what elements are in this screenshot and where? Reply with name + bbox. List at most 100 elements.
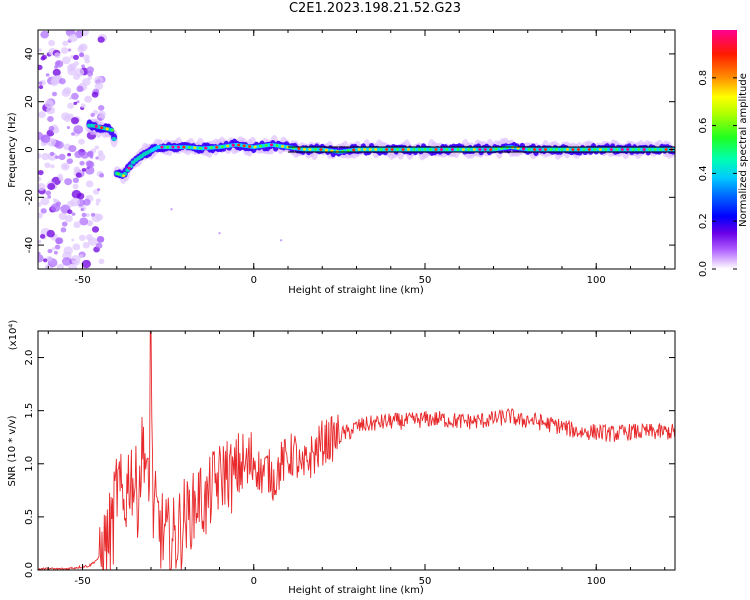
spectrogram-peak xyxy=(538,148,542,151)
spectrogram-peak xyxy=(237,143,241,147)
spectrogram-noise-blob xyxy=(95,202,100,206)
spectrogram-noise-blob xyxy=(38,239,42,244)
spectrogram-noise-blob xyxy=(70,117,79,125)
spectrogram-noise-blob xyxy=(51,247,56,251)
spectrogram-peak xyxy=(253,145,257,149)
spectrogram-peak xyxy=(390,148,394,151)
spectrogram-speckle xyxy=(218,231,221,235)
spectrogram-noise-blob xyxy=(96,236,105,243)
spectrogram-noise-blob xyxy=(47,248,53,254)
spectrogram-noise-blob xyxy=(45,190,52,196)
spectrogram-peak xyxy=(379,148,383,151)
spectrogram-noise-blob xyxy=(72,183,79,190)
spectrogram-noise-blob xyxy=(79,52,84,57)
spectrogram-noise-blob xyxy=(98,258,105,264)
spectrogram-noise-blob xyxy=(71,189,82,199)
spectrogram-peak xyxy=(456,148,460,151)
spectrogram-peak xyxy=(582,148,586,151)
spectrogram-noise-blob xyxy=(91,91,99,98)
colorbar-tick-label: 0.4 xyxy=(698,165,709,181)
spectrogram-peak xyxy=(560,148,564,151)
spectrogram-noise-blob xyxy=(38,48,42,52)
chart-title: C2E1.2023.198.21.52.G23 xyxy=(288,1,462,16)
spectrogram-noise-blob xyxy=(63,246,73,255)
spectrogram-noise-blob xyxy=(58,78,66,85)
spectrogram-noise-blob xyxy=(66,158,73,164)
spectrogram-noise-blob xyxy=(95,242,103,249)
spectrogram-peak xyxy=(395,148,400,151)
spectrogram-noise-blob xyxy=(38,111,46,119)
spectrogram-noise-blob xyxy=(79,217,89,226)
spectrogram-peak xyxy=(171,145,175,149)
spectrogram-noise-blob xyxy=(88,222,93,226)
spectrogram-noise-blob xyxy=(51,91,58,97)
spectrogram-peak xyxy=(604,148,608,151)
spectrogram-noise-blob xyxy=(50,78,59,87)
snr-y-tick-label: 0.5 xyxy=(24,509,35,525)
spectrogram-noise-blob xyxy=(38,212,43,219)
spectrogram-noise-blob xyxy=(45,73,50,77)
spectrogram-noise-blob xyxy=(50,164,55,169)
spectrogram-noise-blob xyxy=(76,100,80,104)
spectrogram-peak xyxy=(204,146,208,150)
spectrogram-noise-blob xyxy=(90,212,96,217)
spectrogram-noise-blob xyxy=(55,237,64,245)
spectrogram-peak xyxy=(100,126,104,130)
snr-x-tick-label: 100 xyxy=(587,576,606,587)
spectrogram-peak xyxy=(532,148,537,151)
spectrogram-peak xyxy=(439,148,444,151)
spectrogram-peak xyxy=(478,148,482,151)
colorbar-tick-label: 0.8 xyxy=(698,70,709,86)
spectrogram-noise-blob xyxy=(38,81,43,85)
spectrogram-noise-blob xyxy=(95,213,104,221)
spectrogram-peak xyxy=(615,148,619,151)
spectrogram-peak xyxy=(248,145,252,148)
spectrogram-peak xyxy=(549,148,553,151)
spectrogram-peak xyxy=(620,148,624,151)
spectrogram-noise-blob xyxy=(46,106,56,115)
spectrogram-noise-blob xyxy=(74,68,85,77)
spectrogram-peak xyxy=(363,148,367,151)
spectrogram-noise-blob xyxy=(54,140,64,149)
spectrogram-peak xyxy=(659,148,663,151)
spectrogram-peak xyxy=(187,145,191,149)
spectrogram-peak xyxy=(571,148,575,151)
spectrogram-noise-blob xyxy=(95,198,101,203)
spectrogram-noise-blob xyxy=(71,92,79,100)
spectrogram-noise-blob xyxy=(80,103,86,108)
spectrogram-noise-blob xyxy=(54,52,61,59)
spectrogram-noise-blob xyxy=(68,145,77,153)
spectrogram-peak xyxy=(494,147,498,151)
spectrogram-peak xyxy=(242,144,246,148)
spectrogram-peak xyxy=(116,172,120,176)
spectrogram-peak xyxy=(428,148,433,151)
spectrogram-noise-blob xyxy=(40,56,46,61)
spectrogram-noise-blob xyxy=(81,259,91,269)
colorbar-label: Normalized spectral amplitude xyxy=(738,73,749,227)
spectrogram-peak xyxy=(198,146,202,150)
spectrogram-noise-blob xyxy=(48,39,56,47)
spectrogram-y-tick-label: 0 xyxy=(24,146,35,152)
spectrogram-x-tick-label: 100 xyxy=(587,275,606,286)
spectrogram-noise-blob xyxy=(68,263,78,269)
spectrogram-noise-blob xyxy=(99,173,105,178)
spectrogram-peak xyxy=(587,148,591,151)
spectrogram-x-tick-label: 50 xyxy=(419,275,432,286)
snr-x-label: Height of straight line (km) xyxy=(288,585,424,596)
spectrogram-peak xyxy=(122,174,126,178)
spectrogram-peak xyxy=(450,148,454,151)
spectrogram-peak xyxy=(483,148,487,151)
spectrogram-noise-blob xyxy=(75,172,82,178)
spectrogram-noise-blob xyxy=(73,101,78,105)
spectrogram-panel: -50 0 50 100 -40 -20 0 20 40 Height of straight … xyxy=(7,29,676,296)
spectrogram-noise-blob xyxy=(73,166,80,172)
snr-x-tick-label: 0 xyxy=(251,576,257,587)
spectrogram-noise-blob xyxy=(38,254,44,263)
spectrogram-peak xyxy=(275,144,279,147)
spectrogram-noise-blob xyxy=(68,96,73,100)
spectrogram-noise-blob xyxy=(54,244,61,250)
spectrogram-noise-blob xyxy=(91,226,100,233)
spectrogram-peak xyxy=(226,144,230,148)
spectrogram-peak xyxy=(417,148,422,151)
spectrogram-peak xyxy=(489,148,493,151)
